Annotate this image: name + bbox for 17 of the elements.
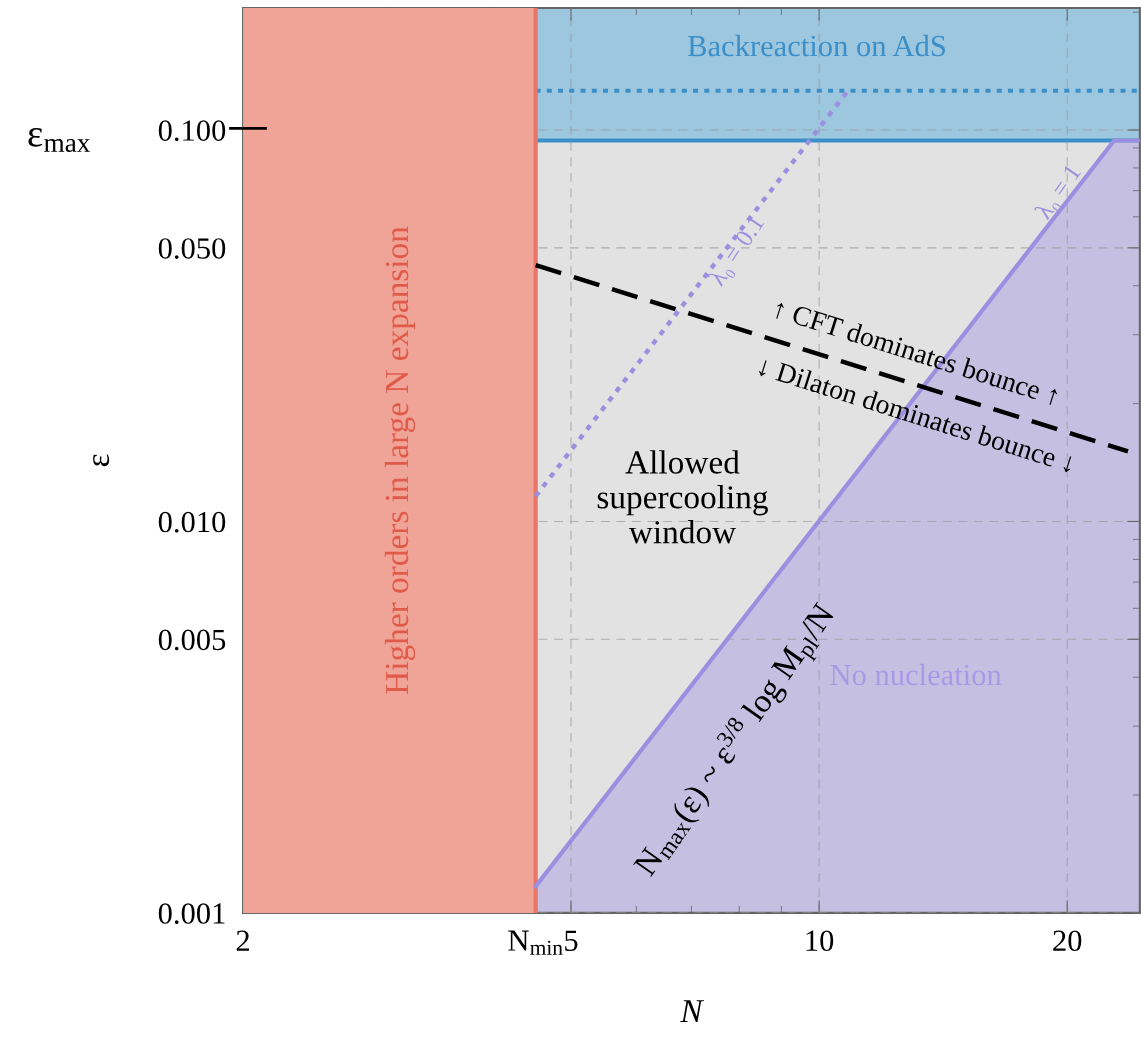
x-tick-label: 20 — [1053, 930, 1082, 952]
x-axis-title: N — [680, 1000, 705, 1023]
x-tick-label: 2 — [236, 930, 249, 951]
y-tick-label: 0.100 — [158, 120, 226, 142]
band-label: Backreaction on AdS — [688, 34, 945, 57]
y-axis-title: ε — [93, 454, 110, 467]
y-tick-label: 0.001 — [158, 903, 225, 924]
y-tick-label: 0.005 — [158, 629, 226, 651]
y-tick-label: 0.010 — [158, 511, 226, 533]
text: ε$_{max}$ — [28, 128, 91, 153]
annotation: N$_{max}$(ε) ~ ε$^{3/8}$ log M$_{pl}$/N — [633, 601, 835, 878]
x-tick-label: 5 — [565, 930, 578, 952]
y-tick-label: 0.050 — [158, 238, 226, 259]
x-tick-label: 10 — [806, 930, 834, 952]
x-tick-label: N$_{min}$ — [508, 930, 563, 955]
band-label: Higher orders in large N expansion — [384, 226, 416, 694]
band-label: Allowed supercooling window — [597, 450, 768, 544]
